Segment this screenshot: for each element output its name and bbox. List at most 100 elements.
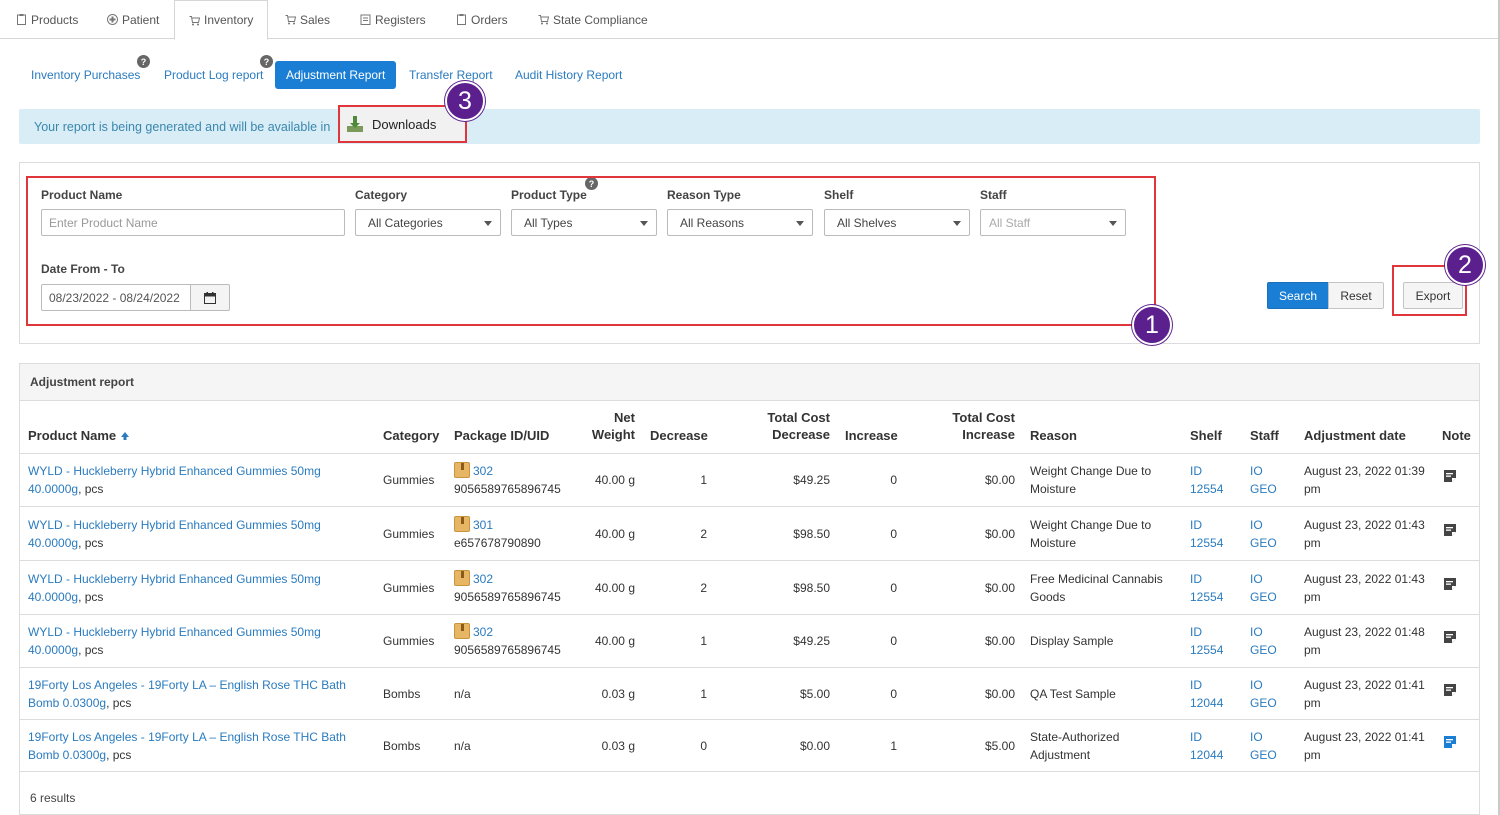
table-cell-staff-link[interactable]: IO GEO	[1250, 676, 1277, 712]
table-cell-shelf-link[interactable]: ID 12554	[1190, 516, 1223, 552]
clipboard-icon	[17, 14, 26, 25]
help-icon[interactable]: ?	[137, 55, 150, 68]
downloads-link[interactable]: Downloads	[338, 105, 467, 143]
reason-line: Moisture	[1030, 482, 1077, 496]
note-icon[interactable]	[1443, 683, 1457, 697]
shelf-line: 12044	[1190, 748, 1224, 762]
col-header-line: Increase	[962, 427, 1015, 442]
nav-tab-sales[interactable]: Sales	[285, 0, 330, 39]
table-cell-category: Gummies	[383, 473, 435, 487]
shelf-line: 12554	[1190, 590, 1224, 604]
reason-type-value: All Reasons	[680, 215, 745, 230]
table-cell-category: Bombs	[383, 687, 421, 701]
col-header-total-cost-decrease: Total Cost Decrease	[740, 409, 830, 443]
staff-select[interactable]: All Staff	[980, 209, 1126, 236]
reset-button[interactable]: Reset	[1328, 282, 1384, 309]
table-cell-shelf-link[interactable]: ID 12044	[1190, 676, 1223, 712]
table-cell-shelf-link[interactable]: ID 12554	[1190, 623, 1223, 659]
staff-line: IO	[1250, 464, 1263, 478]
product-name-input[interactable]: Enter Product Name	[41, 209, 345, 236]
table-row-product-link[interactable]: WYLD - Huckleberry Hybrid Enhanced Gummi…	[28, 516, 321, 552]
package-id-link[interactable]: 302	[473, 464, 494, 478]
product-type-select[interactable]: All Types	[511, 209, 657, 236]
table-cell-staff-link[interactable]: IO GEO	[1250, 728, 1277, 764]
note-icon[interactable]	[1443, 523, 1457, 537]
table-cell-total-cost-decrease: $49.25	[793, 634, 830, 648]
subtab-adjustment-report[interactable]: Adjustment Report	[275, 61, 397, 89]
subtab-product-log-report[interactable]: Product Log report	[164, 68, 264, 82]
table-cell-date: August 23, 2022 01:39 pm	[1304, 462, 1425, 498]
col-header-reason: Reason	[1030, 428, 1077, 443]
table-row-product-link[interactable]: WYLD - Huckleberry Hybrid Enhanced Gummi…	[28, 623, 321, 659]
nav-tab-orders[interactable]: Orders	[456, 0, 508, 39]
table-cell-date: August 23, 2022 01:48 pm	[1304, 623, 1425, 659]
nav-tab-state-compliance[interactable]: State Compliance	[538, 0, 648, 39]
reason-type-select[interactable]: All Reasons	[667, 209, 813, 236]
table-cell-increase: 1	[890, 739, 897, 753]
table-cell-reason: QA Test Sample	[1030, 685, 1116, 703]
nav-tab-patient[interactable]: Patient	[107, 0, 159, 39]
shelf-line: ID	[1190, 678, 1202, 692]
help-icon[interactable]: ?	[260, 55, 273, 68]
help-icon[interactable]: ?	[585, 177, 598, 190]
category-select[interactable]: All Categories	[355, 209, 501, 236]
calendar-button[interactable]	[190, 284, 230, 311]
table-cell-shelf-link[interactable]: ID 12554	[1190, 462, 1223, 498]
table-cell-shelf-link[interactable]: ID 12044	[1190, 728, 1223, 764]
table-row-product-link[interactable]: 19Forty Los Angeles - 19Forty LA – Engli…	[28, 728, 346, 764]
reason-line: State-Authorized	[1030, 730, 1120, 744]
date-range-input[interactable]: 08/23/2022 - 08/24/2022	[41, 284, 191, 311]
table-cell-shelf-link[interactable]: ID 12554	[1190, 570, 1223, 606]
shelf-select[interactable]: All Shelves	[824, 209, 970, 236]
product-weight: 40.0000g	[28, 590, 79, 604]
date-line: August 23, 2022 01:41	[1304, 678, 1425, 692]
package-icon	[454, 462, 470, 478]
product-weight: 40.0000g	[28, 482, 79, 496]
reason-line: Free Medicinal Cannabis	[1030, 572, 1163, 586]
table-cell-total-cost-increase: $0.00	[984, 527, 1015, 541]
table-cell-staff-link[interactable]: IO GEO	[1250, 623, 1277, 659]
shelf-line: 12554	[1190, 643, 1224, 657]
package-id-link[interactable]: 302	[473, 572, 494, 586]
staff-line: IO	[1250, 730, 1263, 744]
shelf-line: ID	[1190, 518, 1202, 532]
table-cell-total-cost-decrease: $5.00	[799, 687, 830, 701]
date-line: August 23, 2022 01:43	[1304, 572, 1425, 586]
search-button[interactable]: Search	[1267, 282, 1329, 309]
table-cell-staff-link[interactable]: IO GEO	[1250, 570, 1277, 606]
package-id-link[interactable]: 301	[473, 518, 494, 532]
col-header-product-name[interactable]: Product Name	[28, 427, 130, 444]
subtab-transfer-report[interactable]: Transfer Report	[409, 68, 493, 82]
nav-tab-registers[interactable]: Registers	[360, 0, 426, 39]
export-button[interactable]: Export	[1403, 282, 1463, 309]
table-row-product-link[interactable]: 19Forty Los Angeles - 19Forty LA – Engli…	[28, 676, 346, 712]
table-cell-increase: 0	[890, 687, 897, 701]
table-row-product-link[interactable]: WYLD - Huckleberry Hybrid Enhanced Gummi…	[28, 462, 321, 498]
table-cell-net-weight: 40.00 g	[594, 473, 635, 487]
table-cell-reason: Weight Change Due to Moisture	[1030, 462, 1151, 498]
staff-line: IO	[1250, 625, 1263, 639]
subtab-inventory-purchases[interactable]: Inventory Purchases	[31, 68, 141, 82]
note-icon[interactable]	[1443, 469, 1457, 483]
product-weight-line: Bomb 0.0300g, pcs	[28, 694, 346, 712]
note-icon[interactable]	[1443, 630, 1457, 644]
table-row-product-link[interactable]: WYLD - Huckleberry Hybrid Enhanced Gummi…	[28, 570, 321, 606]
table-divider	[20, 506, 1479, 507]
table-cell-total-cost-increase: $0.00	[984, 473, 1015, 487]
table-cell-staff-link[interactable]: IO GEO	[1250, 516, 1277, 552]
nav-tab-label: Products	[31, 12, 79, 27]
note-icon[interactable]	[1443, 735, 1457, 749]
subtab-audit-history-report[interactable]: Audit History Report	[515, 68, 623, 82]
shelf-line: ID	[1190, 572, 1202, 586]
table-cell-staff-link[interactable]: IO GEO	[1250, 462, 1277, 498]
package-id-line: 302	[454, 462, 561, 480]
nav-tab-inventory[interactable]: Inventory	[174, 0, 269, 40]
package-id-link[interactable]: 302	[473, 625, 494, 639]
note-icon[interactable]	[1443, 577, 1457, 591]
nav-tab-products[interactable]: Products	[16, 0, 78, 39]
product-name-line: 19Forty Los Angeles - 19Forty LA – Engli…	[28, 730, 346, 744]
table-divider	[20, 667, 1479, 668]
chevron-down-icon	[953, 221, 961, 226]
shelf-value: All Shelves	[837, 215, 897, 230]
cart-icon	[189, 15, 200, 25]
